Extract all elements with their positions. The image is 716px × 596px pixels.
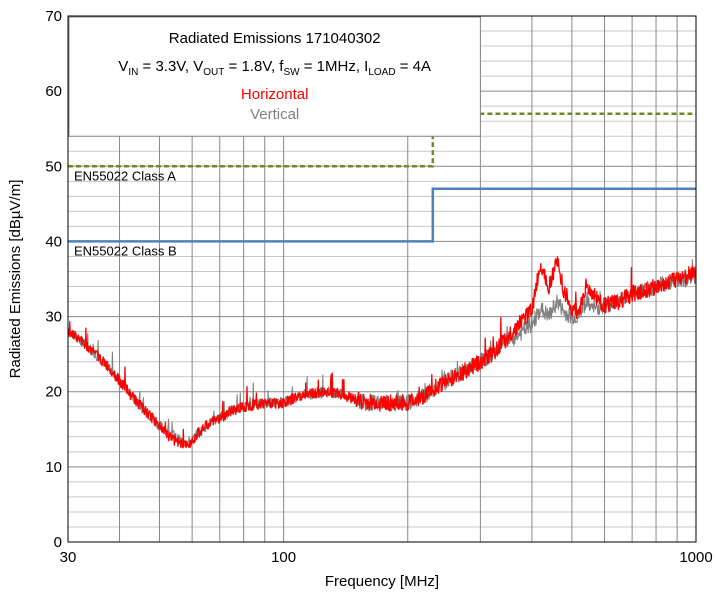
y-tick-label: 10 xyxy=(45,459,62,476)
y-tick-label: 30 xyxy=(45,309,62,326)
y-tick-label: 0 xyxy=(54,534,62,551)
limit-label-class-b: EN55022 Class B xyxy=(74,243,177,258)
series-layer xyxy=(67,256,697,449)
x-tick-label: 100 xyxy=(271,549,296,566)
y-tick-labels: 0 10 20 30 40 50 60 70 xyxy=(45,8,62,551)
x-tick-label: 1000 xyxy=(679,549,712,566)
subtitle-fsw-val: = 1MHz, I xyxy=(300,58,369,75)
y-tick-label: 20 xyxy=(45,384,62,401)
limit-label-class-a: EN55022 Class A xyxy=(74,168,176,183)
legend-background xyxy=(68,16,481,137)
y-tick-label: 40 xyxy=(45,233,62,250)
subtitle-fsw-sub: SW xyxy=(283,67,300,78)
x-axis-label: Frequency [MHz] xyxy=(325,573,439,590)
series-line-horizontal xyxy=(67,256,697,449)
grid xyxy=(67,15,697,543)
subtitle-vout-val: = 1.8V, f xyxy=(224,58,284,75)
limit-line-class-b xyxy=(68,187,696,243)
legend-box: Radiated Emissions 171040302 VIN = 3.3V,… xyxy=(68,16,481,137)
subtitle-vin-sub: IN xyxy=(128,67,138,78)
chart-subtitle: VIN = 3.3V, VOUT = 1.8V, fSW = 1MHz, ILO… xyxy=(118,58,431,78)
legend-horizontal: Horizontal xyxy=(241,86,309,103)
y-tick-label: 70 xyxy=(45,8,62,25)
subtitle-vin: V xyxy=(118,58,128,75)
x-tick-label: 30 xyxy=(60,549,77,566)
legend-vertical: Vertical xyxy=(250,106,299,123)
subtitle-vin-val: = 3.3V, V xyxy=(138,58,203,75)
chart-title: Radiated Emissions 171040302 xyxy=(169,30,381,47)
limit-line-class-a xyxy=(68,112,696,168)
subtitle-iload-val: = 4A xyxy=(396,58,431,75)
subtitle-iload-sub: LOAD xyxy=(368,67,395,78)
y-tick-label: 60 xyxy=(45,83,62,100)
plot-frame xyxy=(67,15,697,543)
series-line-vertical xyxy=(67,259,697,448)
x-tick-labels: 30 100 1000 xyxy=(60,549,713,566)
y-axis-label: Radiated Emissions [dBµV/m] xyxy=(7,180,24,379)
limit-lines xyxy=(68,112,696,243)
y-tick-label: 50 xyxy=(45,158,62,175)
subtitle-vout-sub: OUT xyxy=(203,67,224,78)
